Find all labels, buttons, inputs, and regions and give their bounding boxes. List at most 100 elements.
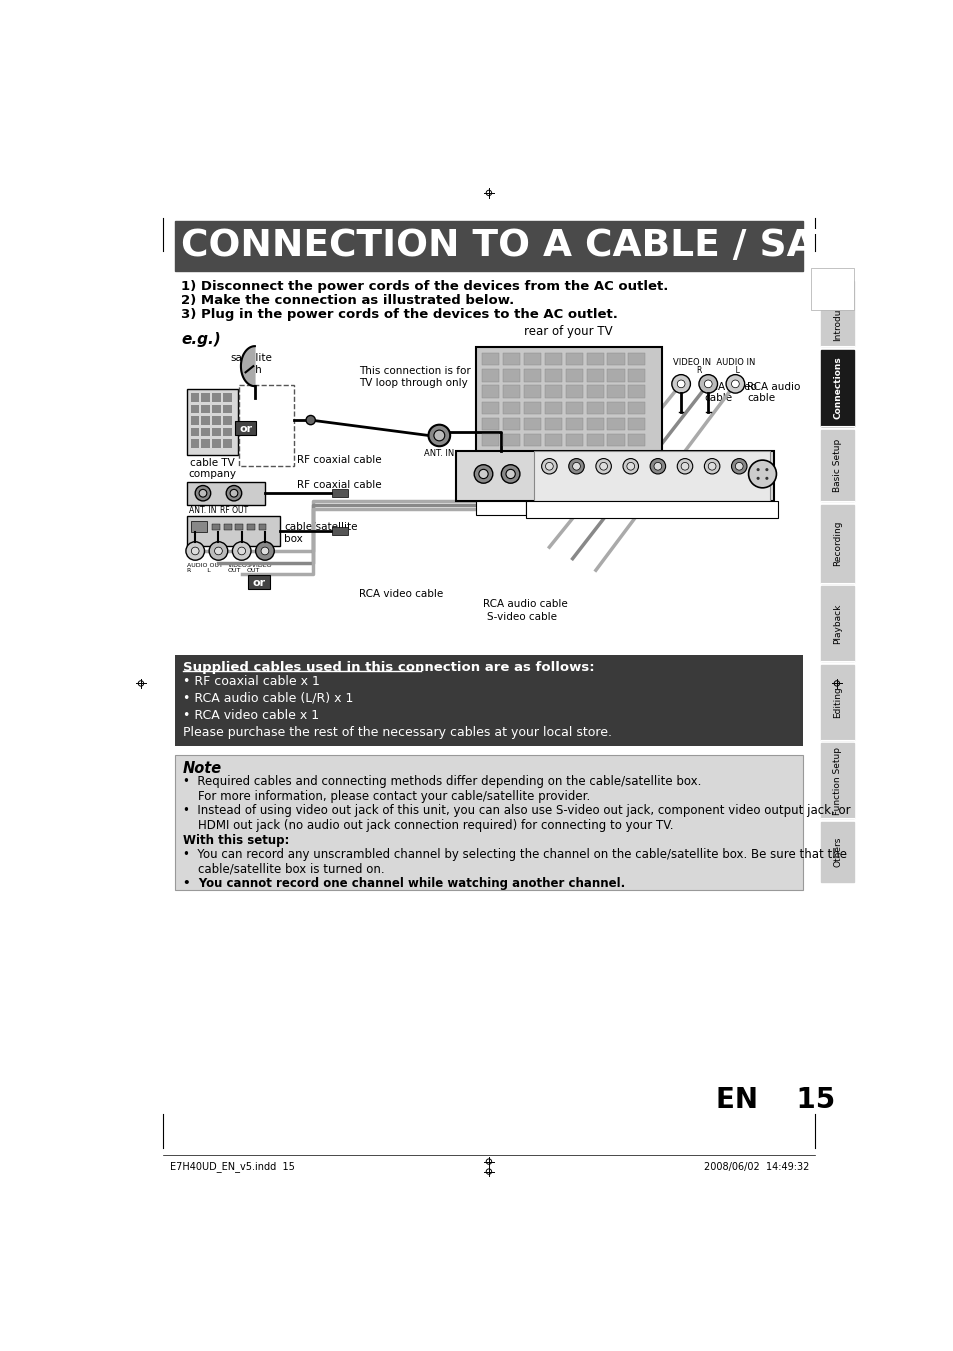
Bar	[212, 405, 220, 413]
Text: • RCA video cable x 1: • RCA video cable x 1	[183, 709, 318, 721]
Bar	[523, 369, 540, 381]
Text: Others: Others	[832, 836, 841, 867]
Bar	[607, 434, 624, 446]
Bar	[476, 347, 661, 455]
Circle shape	[622, 458, 638, 474]
Bar	[248, 574, 270, 589]
Bar	[586, 353, 603, 365]
Text: e.g.): e.g.)	[181, 332, 221, 347]
Text: OUT: OUT	[502, 457, 518, 466]
Text: Introduction: Introduction	[832, 286, 841, 342]
Circle shape	[500, 465, 519, 484]
Text: cable/satellite
box: cable/satellite box	[284, 523, 357, 544]
Bar	[525, 501, 778, 517]
Text: IN: IN	[463, 455, 472, 463]
Bar	[191, 393, 199, 401]
Bar	[223, 393, 232, 401]
Bar	[565, 417, 582, 430]
Bar	[191, 416, 199, 424]
Bar	[247, 524, 254, 530]
Text: AV OUT: AV OUT	[600, 503, 621, 508]
Circle shape	[237, 547, 245, 555]
Bar	[607, 369, 624, 381]
Circle shape	[725, 374, 744, 393]
Bar	[212, 524, 220, 530]
Circle shape	[199, 489, 207, 497]
Text: S-VIDEO
OUT: S-VIDEO OUT	[246, 562, 272, 573]
Bar	[523, 434, 540, 446]
Circle shape	[680, 462, 688, 470]
Bar	[502, 401, 519, 413]
Circle shape	[255, 542, 274, 561]
Bar	[223, 405, 232, 413]
Bar	[201, 393, 210, 401]
Circle shape	[568, 458, 583, 474]
Circle shape	[192, 547, 199, 555]
Text: 3) Plug in the power cords of the devices to the AC outlet.: 3) Plug in the power cords of the device…	[181, 308, 618, 320]
Text: or: or	[239, 424, 252, 434]
Bar	[223, 416, 232, 424]
Bar	[456, 451, 773, 501]
Bar	[523, 353, 540, 365]
Bar	[628, 385, 645, 397]
Text: RCA video
cable: RCA video cable	[703, 381, 757, 403]
Text: •  You cannot record one channel while watching another channel.: • You cannot record one channel while wa…	[183, 877, 624, 890]
Text: COMPONENT
VIDEO OUTPUT: COMPONENT VIDEO OUTPUT	[637, 503, 678, 513]
Bar	[523, 401, 540, 413]
Bar	[481, 417, 498, 430]
Circle shape	[599, 462, 607, 470]
Text: 1) Disconnect the power cords of the devices from the AC outlet.: 1) Disconnect the power cords of the dev…	[181, 280, 668, 293]
Text: R              L: R L	[696, 366, 739, 376]
Circle shape	[209, 542, 228, 561]
Text: HDMI out jack (no audio out jack connection required) for connecting to your TV.: HDMI out jack (no audio out jack connect…	[183, 819, 673, 832]
Bar	[565, 369, 582, 381]
Bar	[502, 434, 519, 446]
Bar	[332, 489, 348, 497]
Text: Function Setup: Function Setup	[832, 747, 841, 815]
Text: EN    15: EN 15	[716, 1086, 835, 1115]
Circle shape	[434, 430, 444, 440]
Text: S-VIDEO: S-VIDEO	[712, 503, 734, 508]
Circle shape	[703, 380, 711, 388]
Text: VIDEO
IN: VIDEO IN	[543, 455, 567, 474]
Circle shape	[226, 485, 241, 501]
Text: or: or	[252, 577, 265, 588]
Circle shape	[306, 416, 315, 424]
Bar	[607, 401, 624, 413]
Text: Playback: Playback	[832, 604, 841, 644]
Text: IN: IN	[545, 489, 553, 496]
Bar	[174, 655, 802, 746]
Bar	[201, 439, 210, 447]
Bar	[821, 821, 853, 882]
Bar	[821, 665, 853, 739]
Bar	[565, 353, 582, 365]
Bar	[212, 416, 220, 424]
Circle shape	[428, 424, 450, 446]
Bar	[628, 434, 645, 446]
Bar	[628, 401, 645, 413]
Circle shape	[505, 469, 515, 478]
Bar	[565, 385, 582, 397]
Text: ANT. IN: ANT. IN	[424, 449, 454, 458]
Text: L: L	[588, 482, 595, 494]
Text: For more information, please contact your cable/satellite provider.: For more information, please contact you…	[183, 790, 590, 802]
Bar	[810, 267, 853, 309]
Bar	[191, 439, 199, 447]
Bar	[502, 385, 519, 397]
Bar	[187, 389, 237, 455]
Bar	[502, 417, 519, 430]
Bar	[239, 385, 294, 466]
Text: RF coaxial cable: RF coaxial cable	[297, 455, 382, 465]
Bar	[174, 755, 802, 890]
Text: Editing: Editing	[832, 686, 841, 719]
Circle shape	[703, 458, 720, 474]
Bar	[821, 281, 853, 346]
Bar	[607, 385, 624, 397]
Text: 2008/06/02  14:49:32: 2008/06/02 14:49:32	[703, 1162, 808, 1171]
Bar	[201, 405, 210, 413]
Bar	[192, 521, 207, 532]
Circle shape	[261, 547, 269, 555]
Polygon shape	[241, 346, 254, 386]
Bar	[187, 482, 265, 505]
Bar	[544, 385, 561, 397]
